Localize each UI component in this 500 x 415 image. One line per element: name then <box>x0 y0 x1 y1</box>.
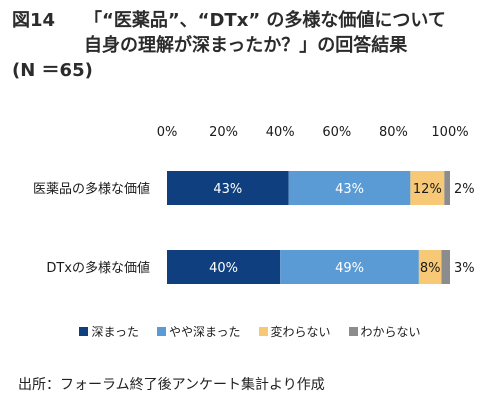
legend-label: わからない <box>360 325 421 339</box>
legend-label: やや深まった <box>168 325 241 339</box>
bar-segment <box>410 171 445 205</box>
title-text-1: 「“医薬品”、“DTx” の多様な価値について <box>84 10 446 31</box>
x-tick-label: 40% <box>266 125 295 140</box>
source-note: 出所：フォーラム終了後アンケート集計より作成 <box>18 377 325 393</box>
chart-legend: 深まった やや深まった 変わらない わからない <box>0 323 500 340</box>
bar-segment <box>288 171 411 205</box>
legend-swatch <box>258 327 268 336</box>
title-line-2: 自身の理解が深まったか？」の回答結果 <box>84 35 408 56</box>
legend-item: 変わらない <box>258 323 331 340</box>
bar-segment <box>441 250 450 284</box>
data-label: 49% <box>335 261 364 276</box>
legend-label: 深まった <box>91 325 139 339</box>
data-label: 43% <box>213 182 242 197</box>
legend-label: 変わらない <box>270 325 331 339</box>
x-tick-label: 20% <box>209 125 238 140</box>
data-label: 40% <box>209 261 238 276</box>
x-tick-label: 0% <box>157 125 178 140</box>
x-tick-label: 80% <box>379 125 408 140</box>
legend-item: わからない <box>348 323 421 340</box>
category-label: 医薬品の多様な価値 <box>33 181 150 197</box>
title-line-3: (N ＝65) <box>12 60 93 81</box>
legend-swatch <box>156 327 166 336</box>
bar-segment <box>444 171 450 205</box>
data-label: 12% <box>413 182 442 197</box>
legend-item: 深まった <box>79 323 139 340</box>
category-label: DTxの多様な価値 <box>46 260 150 276</box>
legend-swatch <box>348 327 358 336</box>
data-label: 8% <box>420 261 441 276</box>
figure-title: 図14 「“医薬品”、“DTx” の多様な価値について 自身の理解が深まったか？」… <box>12 8 492 83</box>
figure-label: 図14 <box>12 10 56 31</box>
bar-segment <box>418 250 442 284</box>
bar-segment <box>280 250 419 284</box>
data-label: 3% <box>454 261 475 276</box>
bar-segment <box>167 250 281 284</box>
legend-swatch <box>79 327 89 336</box>
data-label: 2% <box>454 182 475 197</box>
title-line-1: 図14 「“医薬品”、“DTx” の多様な価値について <box>12 8 492 33</box>
x-tick-label: 100% <box>431 125 468 140</box>
legend-item: やや深まった <box>156 323 241 340</box>
x-tick-label: 60% <box>322 125 351 140</box>
data-label: 43% <box>335 182 364 197</box>
bar-segment <box>167 171 289 205</box>
